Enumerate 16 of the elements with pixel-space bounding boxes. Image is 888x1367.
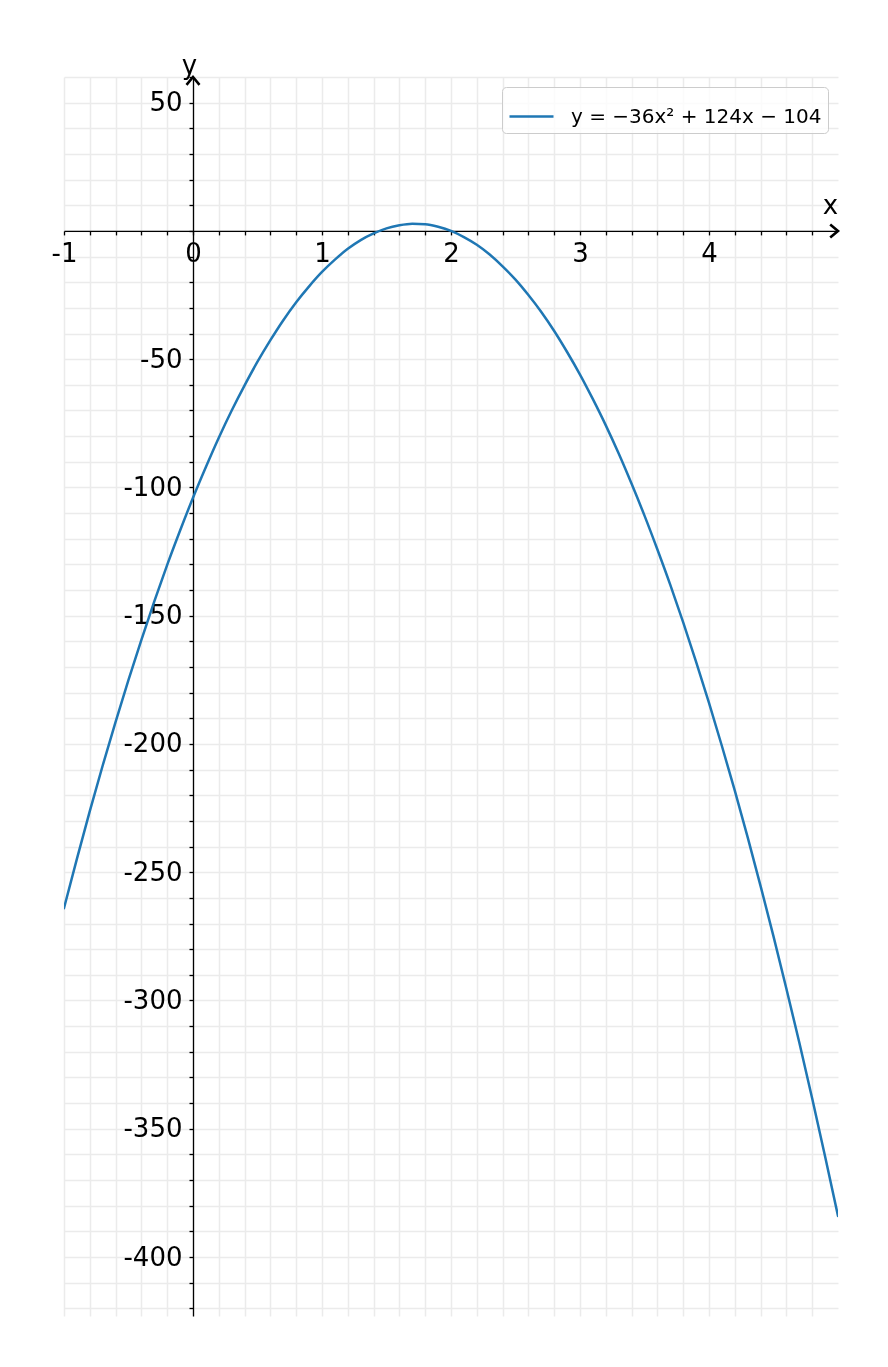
x-tick-label: 1	[314, 238, 331, 269]
y-tick-label: -300	[123, 984, 183, 1015]
x-axis-title: x	[822, 190, 839, 221]
x-tick-label: 3	[572, 238, 589, 269]
y-tick-label: -350	[123, 1113, 183, 1144]
y-tick-label: -400	[123, 1241, 183, 1272]
y-axis-title: y	[181, 49, 198, 80]
x-tick-label: 4	[701, 238, 718, 269]
x-tick-label: -1	[51, 238, 78, 269]
y-tick-label: -100	[123, 471, 183, 502]
y-tick-label: -50	[140, 343, 183, 374]
x-tick-label: 2	[443, 238, 460, 269]
y-tick-label: 50	[149, 87, 183, 118]
y-tick-label: -250	[123, 856, 183, 887]
y-tick-label: -200	[123, 728, 183, 759]
legend-label: y = −36x² + 124x − 104	[571, 103, 822, 128]
